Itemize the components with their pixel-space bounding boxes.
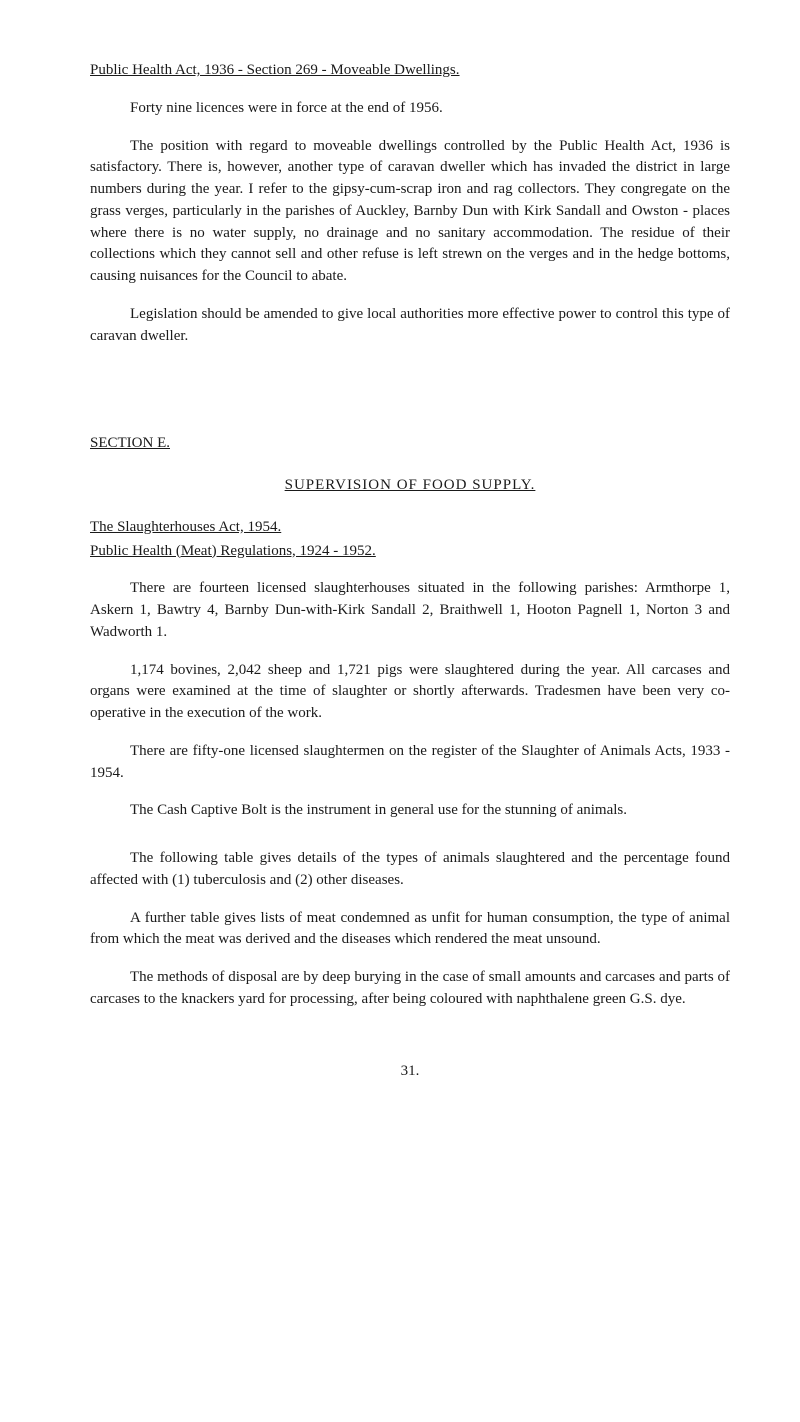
paragraph-further-table: A further table gives lists of meat cond…: [90, 908, 730, 952]
paragraph-cash-captive: The Cash Captive Bolt is the instrument …: [90, 800, 730, 822]
spacer: [90, 363, 730, 393]
paragraph-methods-disposal: The methods of disposal are by deep bury…: [90, 967, 730, 1011]
supervision-heading: SUPERVISION OF FOOD SUPPLY.: [90, 475, 730, 497]
paragraph-bovines: 1,174 bovines, 2,042 sheep and 1,721 pig…: [90, 660, 730, 725]
main-heading: Public Health Act, 1936 - Section 269 - …: [90, 60, 730, 82]
paragraph-licences: Forty nine licences were in force at the…: [90, 98, 730, 120]
public-health-meat-heading: Public Health (Meat) Regulations, 1924 -…: [90, 541, 730, 563]
paragraph-fifty-one: There are fifty-one licensed slaughterme…: [90, 741, 730, 785]
slaughterhouses-act-heading: The Slaughterhouses Act, 1954.: [90, 517, 730, 539]
section-e-label: SECTION E.: [90, 433, 730, 455]
page-number: 31.: [90, 1061, 730, 1083]
paragraph-following-table: The following table gives details of the…: [90, 848, 730, 892]
spacer: [90, 838, 730, 848]
document-page: Public Health Act, 1936 - Section 269 - …: [0, 0, 800, 1122]
paragraph-fourteen-licensed: There are fourteen licensed slaughterhou…: [90, 578, 730, 643]
paragraph-legislation: Legislation should be amended to give lo…: [90, 304, 730, 348]
paragraph-position: The position with regard to moveable dwe…: [90, 136, 730, 288]
